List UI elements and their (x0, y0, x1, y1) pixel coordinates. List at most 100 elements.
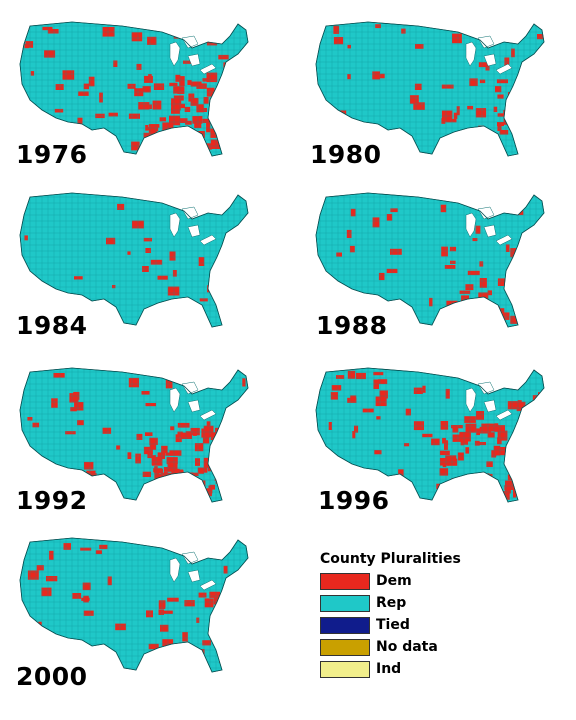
dem-county (206, 122, 211, 133)
dem-county (352, 431, 356, 439)
dem-county (249, 201, 256, 210)
dem-county (497, 126, 502, 131)
dem-county (184, 600, 195, 607)
dem-county (226, 112, 238, 122)
dem-county (38, 621, 42, 626)
dem-county (497, 430, 508, 441)
dem-county (226, 656, 236, 663)
dem-county (165, 379, 173, 389)
dem-county (112, 285, 116, 289)
map-border (19, 537, 249, 673)
dem-county (177, 103, 185, 109)
dem-county (216, 111, 223, 115)
dem-county (83, 610, 94, 616)
dem-county (229, 627, 234, 631)
dem-county (496, 79, 508, 84)
dem-county (221, 638, 232, 645)
dem-county (223, 639, 227, 647)
dem-county (49, 128, 60, 135)
great-lake (483, 53, 497, 67)
map-outline (315, 192, 545, 328)
dem-county (497, 94, 504, 99)
dem-county (169, 82, 178, 87)
dem-county (475, 225, 481, 234)
dem-county (477, 484, 487, 493)
dem-county (145, 432, 153, 436)
dem-county (445, 388, 450, 399)
dem-county (162, 639, 174, 646)
dem-county (221, 476, 229, 485)
dem-county (524, 143, 537, 152)
dem-county (25, 41, 34, 48)
great-lake (483, 224, 497, 238)
great-lake (199, 234, 217, 246)
dem-county (530, 469, 534, 479)
dem-county (220, 465, 231, 474)
dem-county (197, 467, 208, 473)
dem-county (218, 469, 231, 480)
dem-county (398, 486, 406, 496)
dem-county (452, 434, 464, 442)
great-lake (465, 387, 477, 413)
great-lake (181, 35, 199, 49)
dem-county (194, 120, 202, 129)
dem-county (476, 411, 484, 420)
dem-county (379, 390, 388, 399)
dem-county (176, 138, 184, 149)
dem-county (465, 483, 476, 492)
dem-county (159, 117, 167, 122)
dem-county (336, 375, 345, 379)
year-label-1980: 1980 (310, 140, 382, 169)
dem-county (478, 137, 484, 141)
dem-county (177, 143, 185, 148)
dem-county (189, 472, 199, 476)
dem-county (470, 310, 478, 320)
us-county-map-2000 (19, 537, 249, 673)
dem-county (523, 480, 534, 486)
dem-county (77, 117, 83, 124)
dem-county (227, 81, 231, 92)
dem-county (409, 95, 419, 104)
dem-county (229, 250, 240, 254)
dem-county (171, 108, 180, 114)
dem-county (490, 306, 500, 314)
dem-county (171, 98, 182, 106)
dem-county (466, 479, 473, 488)
map-outline (19, 537, 249, 673)
dem-county (148, 643, 159, 650)
dem-county (107, 576, 112, 586)
dem-county (83, 83, 89, 90)
dem-county (196, 83, 207, 89)
dem-county (497, 113, 509, 117)
dem-county (51, 398, 58, 408)
dem-county (530, 268, 534, 277)
dem-county (236, 109, 241, 113)
dem-county (538, 392, 544, 399)
dem-county (156, 472, 160, 480)
dem-county (152, 100, 162, 110)
great-lake (465, 41, 477, 67)
dem-county (405, 408, 411, 416)
dem-county (467, 105, 474, 110)
dem-county (495, 447, 507, 451)
dem-county (134, 88, 144, 97)
dem-county (475, 137, 487, 147)
dem-county (190, 81, 202, 87)
dem-county (375, 73, 385, 79)
dem-county (392, 135, 400, 141)
great-lake (199, 409, 217, 421)
dem-county (518, 422, 531, 432)
dem-county (224, 86, 233, 95)
dem-county (84, 461, 94, 470)
dem-county (244, 391, 248, 402)
dem-county (499, 129, 509, 135)
dem-county (156, 468, 163, 474)
legend-title: County Pluralities (320, 551, 461, 567)
dem-county (523, 442, 534, 452)
dem-county (217, 100, 230, 108)
dem-county (213, 99, 219, 104)
dem-county (99, 92, 103, 103)
dem-county (221, 449, 227, 460)
dem-county (516, 401, 526, 412)
dem-county (221, 80, 229, 91)
